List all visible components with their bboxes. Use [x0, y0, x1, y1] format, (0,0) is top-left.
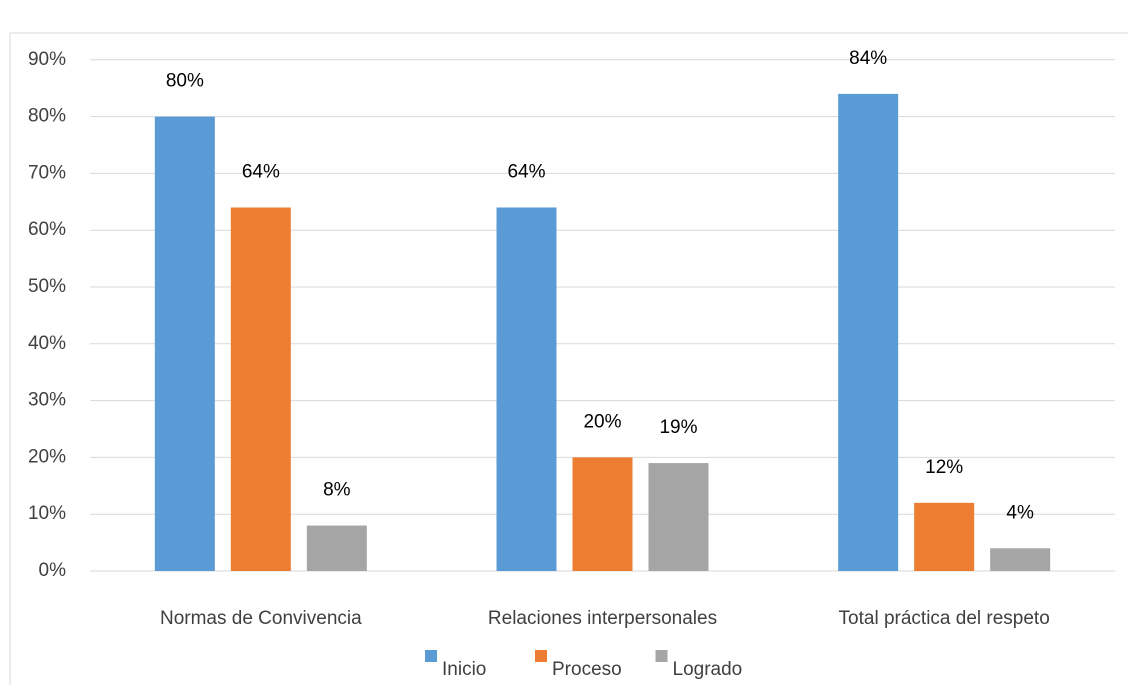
- legend-swatch-inicio: [425, 650, 437, 662]
- bar-proceso: [572, 457, 633, 571]
- legend-label-inicio: Inicio: [442, 659, 486, 680]
- y-tick-label: 0%: [39, 560, 67, 581]
- legend: Inicio Proceso Logrado: [425, 650, 742, 680]
- bar-inicio: [154, 116, 215, 571]
- y-axis-ticks: 0% 10% 20% 30% 40% 50% 60% 70% 80% 90%: [28, 49, 66, 581]
- data-label: 84%: [849, 48, 887, 69]
- y-tick-label: 80%: [28, 106, 66, 127]
- y-tick-label: 20%: [28, 446, 66, 467]
- y-tick-label: 30%: [28, 390, 66, 411]
- bar-inicio: [496, 207, 557, 572]
- y-tick-label: 10%: [28, 503, 66, 524]
- legend-swatch-logrado: [655, 650, 668, 662]
- bar-logrado: [306, 525, 367, 571]
- x-tick-label: Relaciones interpersonales: [488, 608, 717, 629]
- x-tick-label: Normas de Convivencia: [160, 608, 362, 629]
- x-tick-label: Total práctica del respeto: [839, 608, 1050, 629]
- data-label: 8%: [323, 480, 351, 501]
- bar-proceso: [230, 207, 291, 572]
- y-tick-label: 50%: [28, 276, 66, 297]
- bar-logrado: [648, 463, 709, 571]
- data-label: 4%: [1006, 502, 1034, 523]
- legend-swatch-proceso: [535, 650, 547, 662]
- bar-proceso: [914, 502, 975, 571]
- data-label: 12%: [925, 457, 963, 478]
- y-tick-label: 90%: [28, 49, 66, 70]
- bar-inicio: [838, 93, 899, 571]
- data-label: 64%: [242, 161, 280, 182]
- data-label: 20%: [583, 411, 621, 432]
- bars: [154, 93, 1051, 572]
- x-axis-ticks: Normas de Convivencia Relaciones interper…: [160, 608, 1050, 629]
- data-label: 80%: [166, 71, 204, 92]
- legend-label-logrado: Logrado: [673, 659, 743, 680]
- y-tick-label: 60%: [28, 219, 66, 240]
- y-tick-label: 40%: [28, 333, 66, 354]
- legend-label-proceso: Proceso: [552, 659, 622, 680]
- data-label: 19%: [659, 417, 697, 438]
- bar-logrado: [990, 548, 1051, 571]
- data-labels: 80% 64% 8% 64% 20% 19% 84% 12% 4%: [166, 48, 1034, 523]
- data-label: 64%: [507, 161, 545, 182]
- y-tick-label: 70%: [28, 162, 66, 183]
